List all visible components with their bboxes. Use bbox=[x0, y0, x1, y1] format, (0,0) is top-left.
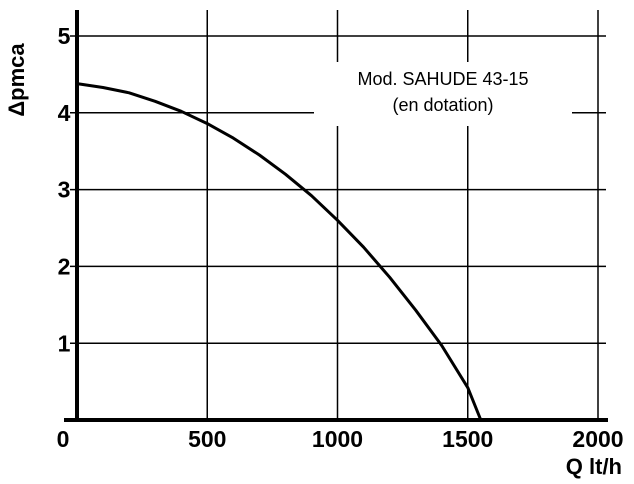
x-tick-label-1500: 1500 bbox=[442, 426, 493, 452]
y-tick-label-1: 1 bbox=[58, 330, 71, 356]
series-layer bbox=[75, 82, 483, 422]
annotation-background bbox=[314, 62, 572, 126]
series-line-0 bbox=[75, 82, 483, 422]
annotation-text-0: Mod. SAHUDE 43-15 bbox=[357, 69, 528, 89]
y-tick-label-3: 3 bbox=[58, 177, 71, 203]
x-tick-label-2000: 2000 bbox=[572, 426, 623, 452]
y-tick-label-4: 4 bbox=[58, 100, 71, 126]
x-tick-label-0: 0 bbox=[57, 426, 70, 452]
labels: 0 500 1000 1500 2000 1 2 3 4 5 Q lt/h Δpmca Mod. SAH… bbox=[4, 23, 624, 479]
x-tick-label-1000: 1000 bbox=[312, 426, 363, 452]
annotation-text-1: (en dotation) bbox=[392, 95, 493, 115]
y-tick-label-2: 2 bbox=[58, 253, 71, 279]
x-axis-title: Q lt/h bbox=[566, 454, 622, 479]
x-tick-label-500: 500 bbox=[188, 426, 226, 452]
y-axis-title: Δpmca bbox=[4, 43, 29, 117]
axes bbox=[64, 10, 608, 422]
y-tick-label-5: 5 bbox=[58, 23, 71, 49]
